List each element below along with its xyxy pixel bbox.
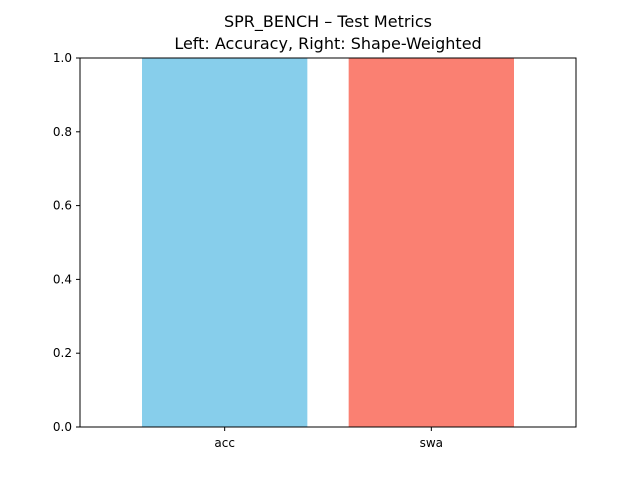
x-tick-label: swa xyxy=(420,436,443,450)
y-tick-label: 0.8 xyxy=(53,125,72,139)
bar-swa xyxy=(348,58,514,427)
plot-area: 0.0 0.2 0.4 0.6 0.8 1.0 acc swa xyxy=(53,51,577,450)
x-tick-label: acc xyxy=(214,436,235,450)
y-tick-label: 0.4 xyxy=(53,272,72,286)
chart-subtitle: Left: Accuracy, Right: Shape-Weighted xyxy=(174,34,481,53)
y-tick-label: 0.6 xyxy=(53,199,72,213)
axes-frame xyxy=(79,57,577,428)
bar-acc xyxy=(142,58,308,427)
y-tick-label: 0.2 xyxy=(53,346,72,360)
y-tick-label: 1.0 xyxy=(53,51,72,65)
chart-title: SPR_BENCH – Test Metrics xyxy=(224,12,432,32)
y-tick-label: 0.0 xyxy=(53,420,72,434)
